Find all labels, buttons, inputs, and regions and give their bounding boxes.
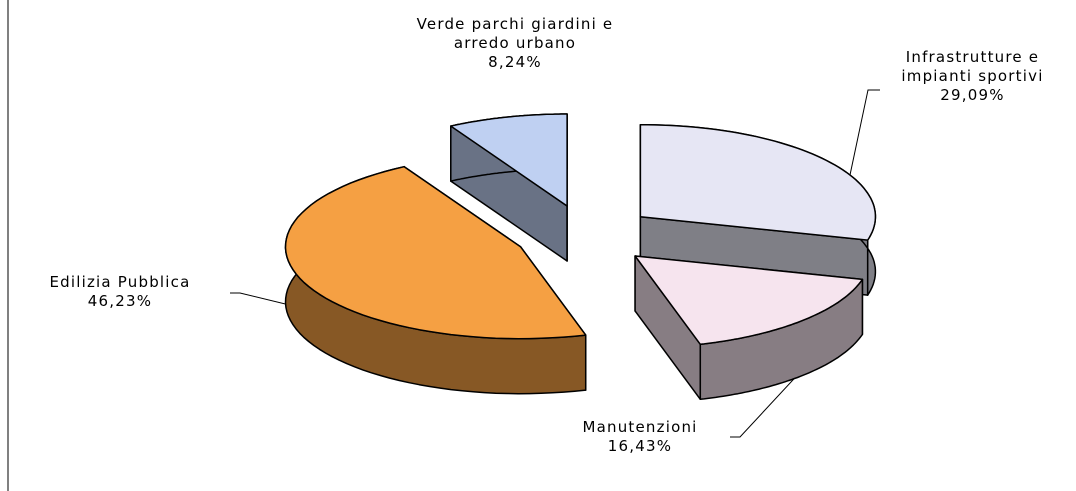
slice-label: Verde parchi giardini e arredo urbano 8,… bbox=[405, 15, 625, 72]
slice bbox=[450, 113, 568, 207]
slice bbox=[639, 123, 877, 241]
leader-line bbox=[849, 89, 880, 176]
slice bbox=[284, 165, 587, 340]
slice-label: Infrastrutture e impianti sportivi 29,09… bbox=[870, 48, 1075, 105]
value-label: 46,23% bbox=[87, 292, 153, 310]
slice-label: Manutenzioni 16,43% bbox=[555, 418, 725, 456]
pie bbox=[284, 113, 877, 401]
category-label: Edilizia Pubblica bbox=[49, 273, 191, 291]
category-label: Manutenzioni bbox=[582, 418, 698, 436]
value-label: 29,09% bbox=[940, 86, 1005, 104]
value-label: 16,43% bbox=[607, 437, 673, 455]
value-label: 8,24% bbox=[488, 53, 542, 71]
category-label: Verde parchi giardini e arredo urbano bbox=[416, 15, 614, 52]
category-label: Infrastrutture e impianti sportivi bbox=[901, 48, 1044, 85]
slice bbox=[634, 255, 864, 346]
slice-label: Edilizia Pubblica 46,23% bbox=[15, 273, 225, 311]
